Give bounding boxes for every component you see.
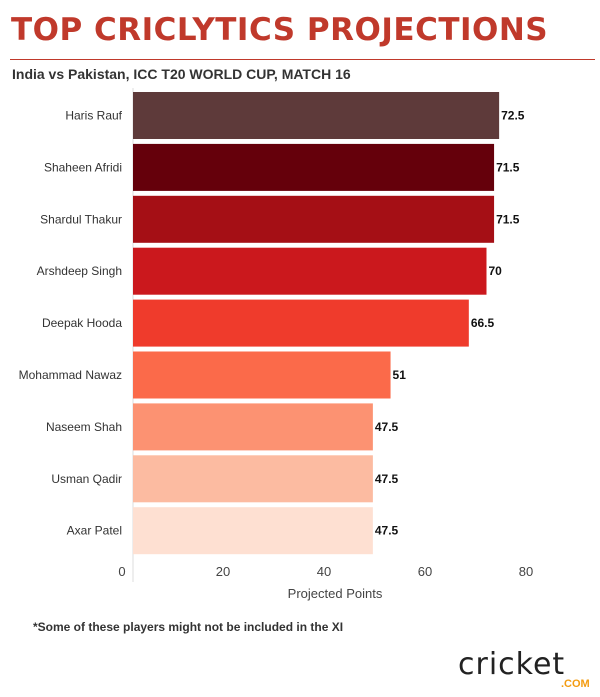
value-label: 66.5 (471, 316, 495, 330)
logo-suffix: .COM (561, 678, 590, 690)
cricket-com-logo: cricket .COM (458, 647, 590, 691)
bar (133, 455, 373, 503)
value-label: 51 (393, 368, 407, 382)
value-label: 47.5 (375, 420, 399, 434)
x-tick-label: 40 (317, 564, 331, 579)
value-label: 72.5 (501, 109, 525, 123)
bar (133, 299, 469, 347)
chart-subtitle: India vs Pakistan, ICC T20 WORLD CUP, MA… (12, 66, 351, 82)
bar (133, 92, 500, 139)
category-label: Deepak Hooda (42, 316, 122, 330)
category-label: Shaheen Afridi (44, 160, 122, 174)
value-label: 47.5 (375, 472, 399, 486)
x-axis-title: Projected Points (288, 586, 383, 601)
category-label: Axar Patel (67, 524, 122, 538)
value-label: 71.5 (496, 212, 520, 226)
value-label: 71.5 (496, 160, 520, 174)
x-tick-label: 80 (519, 564, 533, 579)
chart-title: TOP CRICLYTICS PROJECTIONS (11, 12, 549, 48)
x-tick-label: 20 (216, 564, 230, 579)
x-tick-label: 60 (418, 564, 432, 579)
footnote: *Some of these players might not be incl… (33, 620, 344, 634)
category-label: Arshdeep Singh (37, 264, 122, 278)
category-label: Haris Rauf (65, 109, 122, 123)
value-label: 47.5 (375, 524, 399, 538)
bar (133, 143, 495, 191)
bar (133, 403, 373, 451)
bar (133, 507, 373, 555)
bar (133, 195, 495, 243)
title-divider (10, 59, 595, 60)
value-label: 70 (489, 264, 503, 278)
bar (133, 351, 391, 399)
category-label: Naseem Shah (46, 420, 122, 434)
category-label: Mohammad Nawaz (19, 368, 122, 382)
bar (133, 247, 487, 295)
category-label: Usman Qadir (51, 472, 122, 486)
logo-text: cricket (458, 647, 566, 682)
x-tick-label: 0 (118, 564, 125, 579)
category-label: Shardul Thakur (40, 212, 122, 226)
